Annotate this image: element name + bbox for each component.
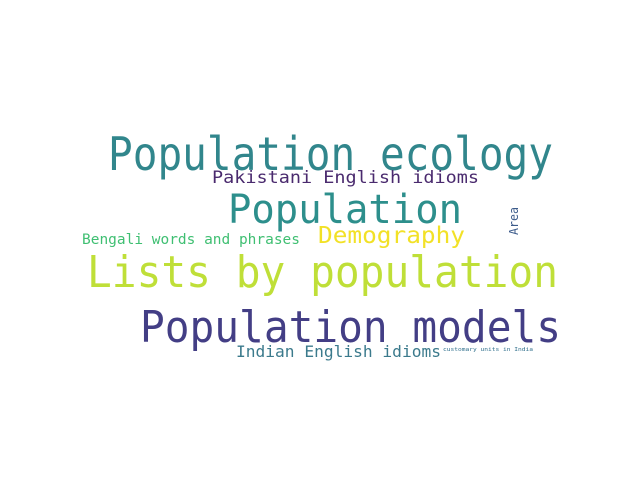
word-customary-units-in-india: customary units in India — [443, 347, 533, 353]
word-population: Population — [228, 187, 462, 233]
word-bengali-words-and-phrases: Bengali words and phrases — [82, 232, 300, 248]
word-lists-by-population: Lists by population — [87, 247, 558, 298]
word-area: Area — [507, 207, 521, 235]
word-indian-english-idioms: Indian English idioms — [236, 342, 441, 361]
word-population-models: Population models — [140, 302, 561, 353]
word-population-ecology: Population ecology — [108, 127, 553, 181]
word-demography: Demography — [318, 223, 465, 249]
word-pakistani-english-idioms: Pakistani English idioms — [212, 168, 479, 188]
